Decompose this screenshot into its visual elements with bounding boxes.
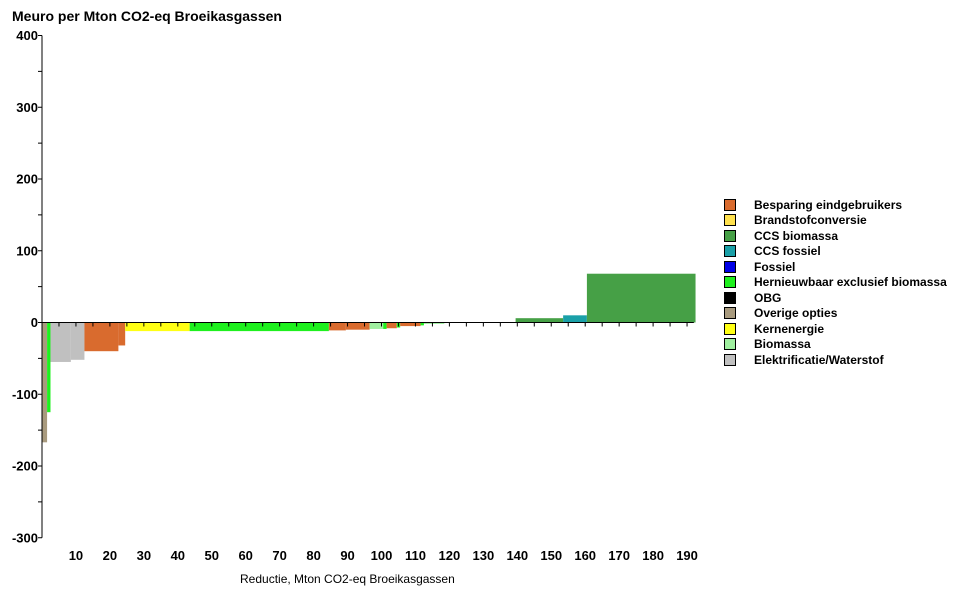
bar-11 — [383, 322, 387, 329]
bar-19 — [586, 273, 696, 323]
legend-swatch — [724, 198, 736, 211]
y-tick-label: 300 — [16, 100, 38, 115]
bar-1 — [47, 322, 51, 413]
legend: Besparing eindgebruikers Brandstofconvers… — [724, 197, 947, 368]
bar-15 — [420, 322, 424, 326]
legend-swatch — [724, 276, 736, 289]
legend-label: Kernenergie — [754, 321, 825, 336]
legend-item: CCS biomassa — [724, 228, 947, 244]
x-tick-label: 160 — [574, 548, 596, 563]
legend-swatch — [724, 338, 736, 351]
legend-item: Besparing eindgebruikers — [724, 197, 947, 213]
legend-label: CCS fossiel — [754, 244, 821, 259]
bar-3 — [70, 322, 85, 360]
x-tick-label: 80 — [306, 548, 320, 563]
legend-item: Brandstofconversie — [724, 213, 947, 229]
legend-item: Overige opties — [724, 306, 947, 322]
legend-item: CCS fossiel — [724, 244, 947, 260]
bar-17 — [515, 318, 564, 323]
y-tick-label: 400 — [16, 28, 38, 43]
y-tick-label: 0 — [31, 315, 38, 330]
legend-item: Hernieuwbaar exclusief biomassa — [724, 275, 947, 291]
legend-label: Fossiel — [754, 259, 796, 274]
legend-label: Biomassa — [754, 337, 811, 352]
x-tick-label: 150 — [540, 548, 562, 563]
legend-label: Besparing eindgebruikers — [754, 197, 903, 212]
legend-item: Kernenergie — [724, 321, 947, 337]
bar-7 — [189, 322, 329, 332]
bar-10 — [369, 322, 384, 329]
bars-layer — [42, 273, 696, 443]
bar-0 — [42, 322, 48, 443]
legend-label: Elektrificatie/Waterstof — [754, 352, 884, 367]
bar-9 — [345, 322, 370, 330]
legend-label: OBG — [754, 290, 782, 305]
legend-swatch — [724, 214, 736, 227]
legend-label: Hernieuwbaar exclusief biomassa — [754, 275, 947, 290]
bar-14 — [400, 322, 421, 327]
bar-18 — [563, 315, 587, 323]
x-tick-label: 40 — [171, 548, 185, 563]
x-axis-label: Reductie, Mton CO2-eq Broeikasgassen — [240, 572, 455, 586]
x-tick-label: 100 — [371, 548, 393, 563]
legend-item: Biomassa — [724, 337, 947, 353]
y-tick-label: -200 — [12, 459, 38, 474]
x-tick-label: 70 — [272, 548, 286, 563]
legend-swatch — [724, 307, 736, 320]
bar-2 — [50, 322, 71, 362]
x-tick-label: 140 — [506, 548, 528, 563]
x-tick-label: 30 — [137, 548, 151, 563]
legend-item: Elektrificatie/Waterstof — [724, 352, 947, 368]
legend-swatch — [724, 353, 736, 366]
bar-12 — [386, 322, 397, 329]
bar-16 — [423, 322, 445, 324]
bar-8 — [328, 322, 346, 331]
y-tick-label: 200 — [16, 172, 38, 187]
x-tick-label: 50 — [205, 548, 219, 563]
legend-item: Fossiel — [724, 259, 947, 275]
y-tick-label: -100 — [12, 387, 38, 402]
y-tick-label: -300 — [12, 530, 38, 545]
legend-swatch — [724, 229, 736, 242]
legend-swatch — [724, 245, 736, 258]
legend-label: CCS biomassa — [754, 228, 839, 243]
x-tick-label: 130 — [472, 548, 494, 563]
x-tick-label: 20 — [103, 548, 117, 563]
y-tick-label: 100 — [16, 243, 38, 258]
x-tick-label: 170 — [608, 548, 630, 563]
axes-layer: -300 -200 -100 0 100 200 300 400 10 20 30 40 50 60 70 8… — [12, 28, 698, 563]
bar-6 — [125, 322, 190, 332]
x-tick-label: 110 — [405, 548, 426, 563]
chart-title: Meuro per Mton CO2-eq Broeikasgassen — [12, 8, 282, 24]
legend-label: Brandstofconversie — [754, 213, 867, 228]
x-tick-label: 180 — [642, 548, 664, 563]
bar-5 — [118, 322, 126, 346]
legend-label: Overige opties — [754, 306, 838, 321]
legend-swatch — [724, 291, 736, 304]
legend-swatch — [724, 260, 736, 273]
legend-swatch — [724, 322, 736, 335]
x-tick-label: 60 — [238, 548, 252, 563]
x-tick-label: 190 — [676, 548, 698, 563]
x-tick-label: 10 — [69, 548, 83, 563]
x-tick-label: 120 — [439, 548, 461, 563]
legend-item: OBG — [724, 290, 947, 306]
x-tick-label: 90 — [340, 548, 354, 563]
bar-4 — [84, 322, 119, 352]
